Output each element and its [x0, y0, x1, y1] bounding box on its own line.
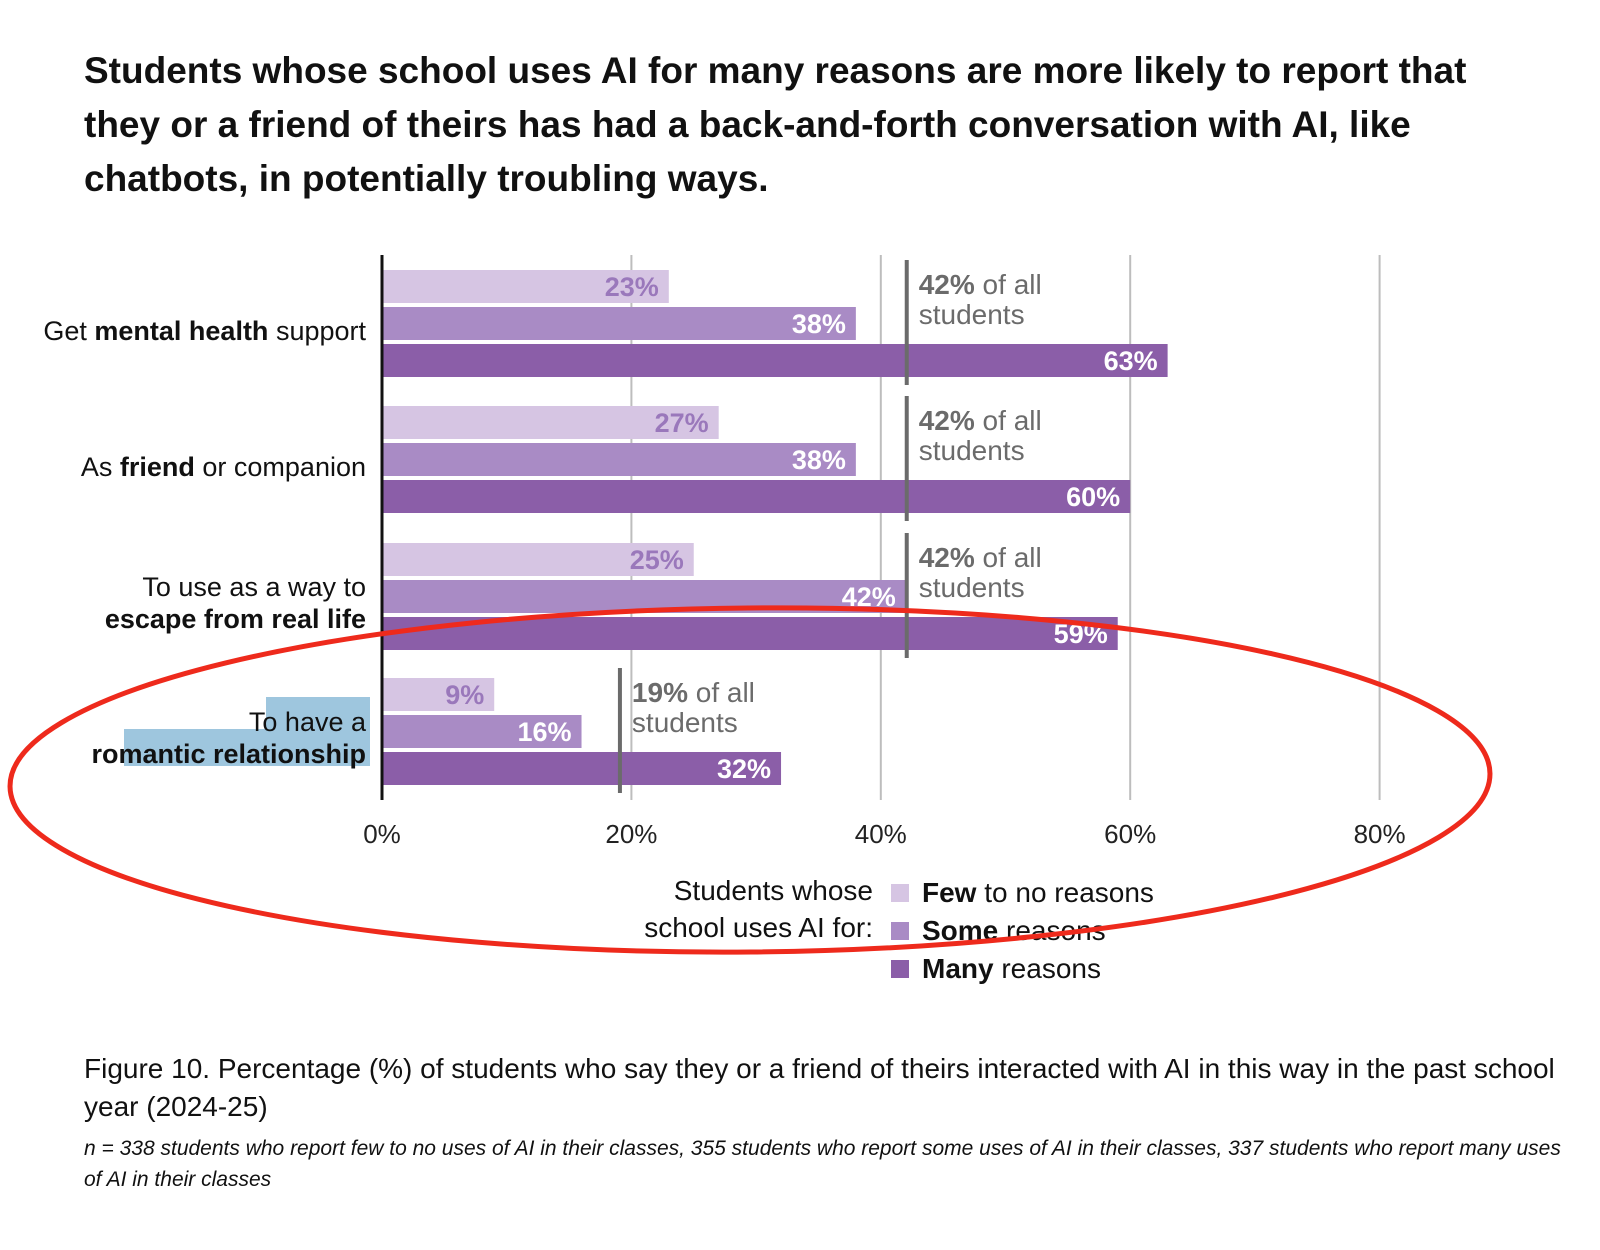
category-label: escape from real life — [105, 604, 366, 634]
bar-value-label: 27% — [655, 408, 709, 438]
bar-few — [382, 270, 669, 303]
bar-value-label: 60% — [1066, 482, 1120, 512]
reference-label: 42% of all — [919, 405, 1042, 436]
bar-value-label: 38% — [792, 445, 846, 475]
x-tick-label: 80% — [1354, 819, 1406, 849]
figure-caption: Figure 10. Percentage (%) of students wh… — [84, 1053, 1555, 1122]
legend-swatch-few — [891, 884, 909, 902]
reference-label: students — [919, 299, 1025, 330]
chart: 0% 20% 40% 60% 80% Get mental health support A… — [7, 255, 1493, 984]
reference-label: 42% of all — [919, 542, 1042, 573]
legend-swatch-many — [891, 960, 909, 978]
bar-few — [382, 678, 495, 711]
category-label: To use as a way to — [142, 572, 366, 602]
bar-some — [382, 715, 582, 748]
x-tick-label: 20% — [605, 819, 657, 849]
bar-value-label: 23% — [605, 272, 659, 302]
category-label: As friend or companion — [81, 452, 366, 482]
bar-value-label: 25% — [630, 545, 684, 575]
annotation-ellipse — [7, 605, 1493, 955]
bar-value-label: 16% — [517, 717, 571, 747]
legend-title: Students whose — [674, 875, 873, 906]
bar-few — [382, 406, 719, 439]
bar-many — [382, 752, 782, 785]
reference-label: students — [632, 707, 738, 738]
bar-few — [382, 543, 694, 576]
category-label: romantic relationship — [91, 739, 366, 769]
bar-value-label: 63% — [1104, 346, 1158, 376]
reference-label: 42% of all — [919, 269, 1042, 300]
legend-label: Many reasons — [922, 953, 1101, 984]
label-highlight — [266, 697, 370, 729]
bar-some — [382, 443, 856, 476]
category-label: To have a — [249, 707, 367, 737]
legend-label: Few to no reasons — [922, 877, 1154, 908]
legend-title: school uses AI for: — [644, 912, 873, 943]
reference-label: students — [919, 435, 1025, 466]
bar-value-label: 9% — [445, 680, 484, 710]
category-label: Get mental health support — [43, 316, 366, 346]
bar-some — [382, 307, 856, 340]
bar-value-label: 38% — [792, 309, 846, 339]
sample-size-note: n = 338 students who report few to no us… — [84, 1137, 1561, 1191]
bar-many — [382, 480, 1131, 513]
label-highlight — [124, 729, 370, 766]
bar-value-label: 32% — [717, 754, 771, 784]
x-tick-label: 40% — [855, 819, 907, 849]
chart-title: Students whose school uses AI for many r… — [84, 50, 1467, 199]
bar-many — [382, 617, 1118, 650]
reference-label: 19% of all — [632, 677, 755, 708]
legend-swatch-some — [891, 922, 909, 940]
bar-many — [382, 344, 1168, 377]
x-tick-label: 0% — [363, 819, 401, 849]
x-tick-label: 60% — [1104, 819, 1156, 849]
reference-label: students — [919, 572, 1025, 603]
